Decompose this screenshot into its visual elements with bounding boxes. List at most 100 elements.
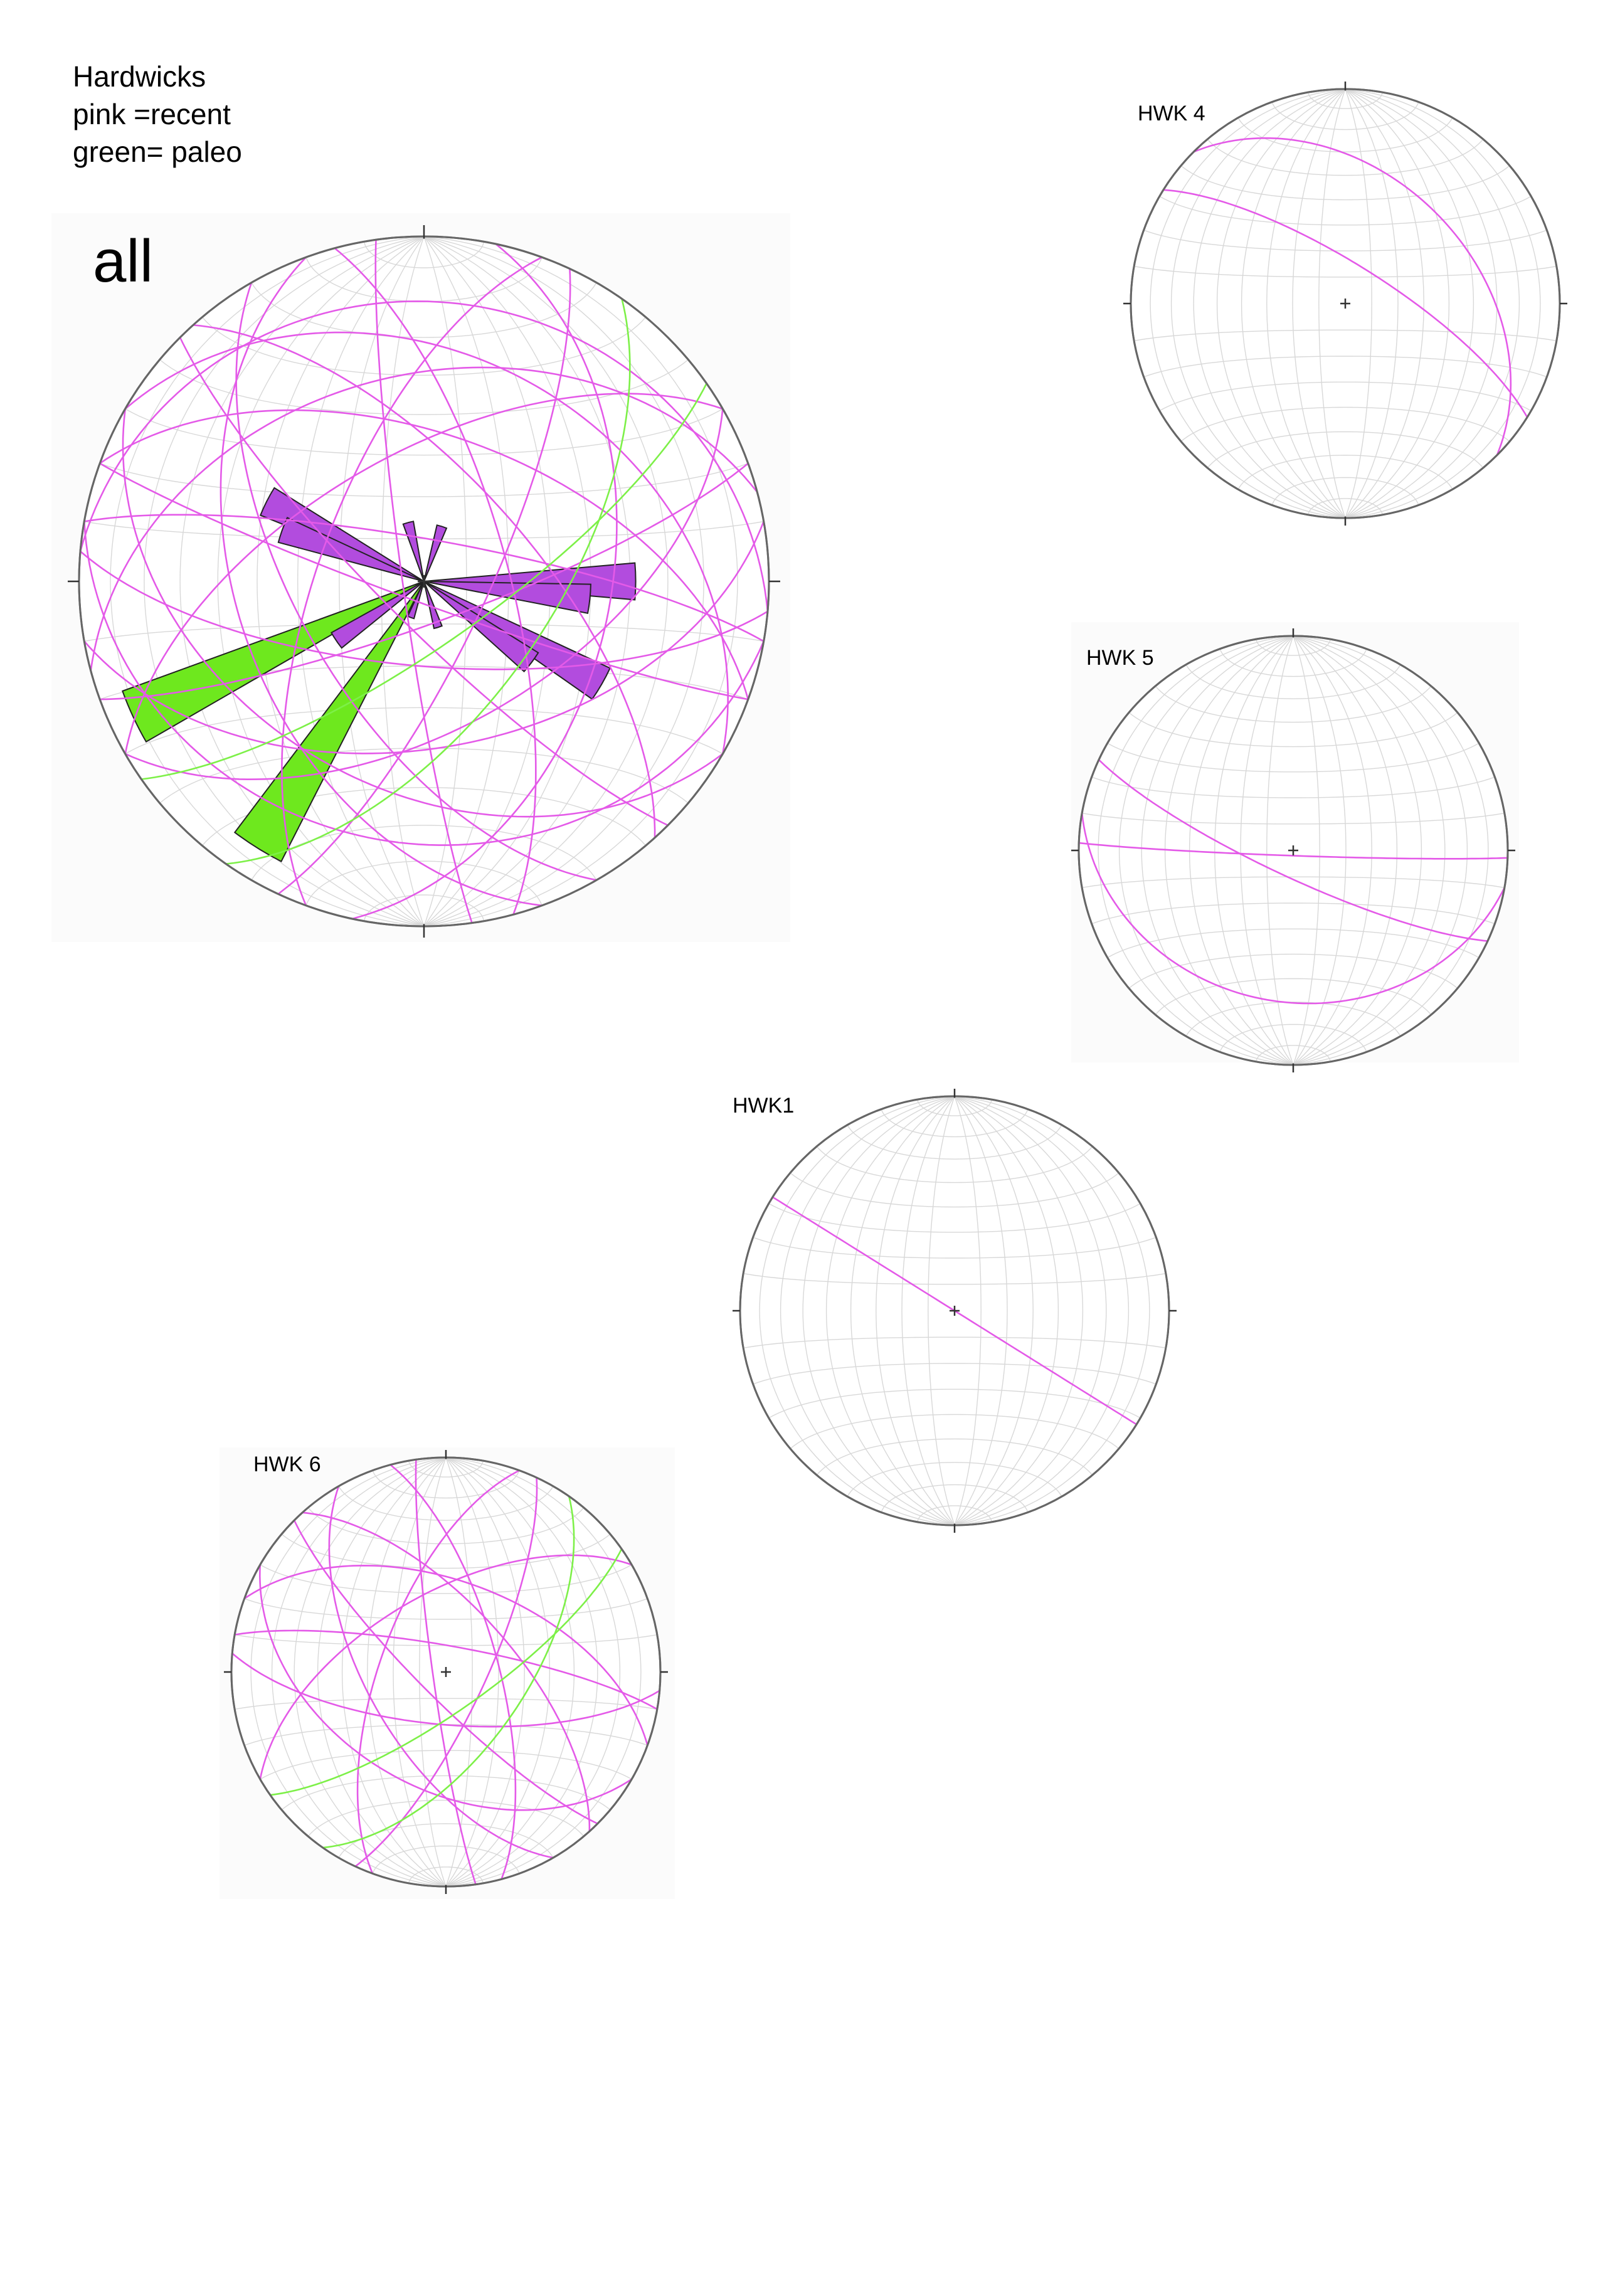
- net-grid-line: [84, 623, 764, 642]
- net-grid-line: [743, 1272, 1166, 1285]
- great-circle-recent: [231, 1653, 660, 1728]
- great-circle-recent: [389, 1464, 517, 1880]
- net-grid-line: [768, 1389, 1141, 1419]
- net-grid-line: [1307, 92, 1384, 109]
- net-grid-line: [1143, 356, 1547, 378]
- net-grid-line: [244, 1598, 648, 1620]
- net-grid-line: [768, 1203, 1141, 1233]
- net-grid-line: [1207, 139, 1484, 176]
- great-circle-recent: [124, 393, 723, 754]
- rose-petal-recent: [423, 524, 448, 582]
- net-grid-line: [753, 1237, 1157, 1259]
- great-circle-recent: [281, 257, 543, 906]
- net-label-all: all: [93, 228, 154, 295]
- net-grid-line: [1237, 455, 1453, 490]
- net-grid-line: [1107, 928, 1480, 958]
- great-circle-recent: [83, 521, 765, 846]
- net-grid-line: [1159, 196, 1532, 226]
- net-grid-line: [281, 1775, 611, 1811]
- great-circle-recent: [302, 1511, 591, 1832]
- net-grid-line: [1091, 902, 1495, 924]
- net-grid-line: [1134, 329, 1557, 342]
- net-grid-line: [1185, 664, 1401, 699]
- net-grid-line: [99, 463, 749, 497]
- great-circle-recent: [234, 1629, 658, 1710]
- rose-petal-recent: [423, 581, 539, 673]
- net-grid-line: [1128, 953, 1458, 989]
- legend-recent: pink =recent: [73, 98, 231, 130]
- rose-petal-recent: [277, 517, 425, 582]
- great-circle-recent: [79, 300, 769, 612]
- great-circle-paleo: [270, 1548, 623, 1796]
- net-label-hwk6: HWK 6: [253, 1452, 321, 1476]
- net-label-hwk4: HWK 4: [1138, 102, 1205, 125]
- great-circle-recent: [243, 1564, 649, 1746]
- great-circle-recent: [415, 1459, 477, 1885]
- net-grid-line: [305, 860, 543, 906]
- great-circle-recent: [220, 257, 543, 907]
- net-grid-line: [1307, 498, 1384, 515]
- net-label-hwk1: HWK1: [733, 1094, 795, 1118]
- net-grid-line: [251, 282, 597, 338]
- great-circle-recent: [259, 1554, 632, 1780]
- net-grid-line: [125, 408, 723, 456]
- net-grid-line: [916, 1505, 993, 1522]
- great-circle-recent: [1163, 189, 1528, 418]
- net-grid-line: [260, 1564, 632, 1594]
- great-circle-recent: [356, 1469, 520, 1874]
- net-grid-line: [816, 1438, 1093, 1476]
- net-grid-line: [790, 1414, 1120, 1449]
- net-grid-line: [1255, 639, 1331, 656]
- net-grid-line: [743, 1336, 1166, 1349]
- site-title: Hardwicks: [73, 60, 206, 93]
- net-grid-line: [1082, 812, 1505, 825]
- great-circle-recent: [179, 337, 669, 827]
- net-grid-line: [372, 1845, 520, 1874]
- net-grid-line: [408, 1866, 484, 1883]
- great-circle-recent: [193, 324, 656, 838]
- net-grid-line: [372, 1470, 520, 1499]
- net-grid-line: [753, 1363, 1157, 1385]
- net-grid-line: [916, 1099, 993, 1116]
- net-grid-line: [363, 241, 485, 268]
- net-grid-line: [1180, 406, 1510, 442]
- great-circle-recent: [84, 514, 765, 642]
- net-grid-line: [1180, 165, 1510, 201]
- great-circle-recent: [334, 247, 537, 915]
- great-circle-recent: [352, 243, 618, 920]
- net-grid-line: [1082, 876, 1505, 889]
- net-grid-line: [235, 1698, 657, 1710]
- net-grid-line: [307, 1507, 585, 1545]
- net-grid-line: [881, 1109, 1029, 1138]
- net-grid-line: [790, 1172, 1120, 1208]
- great-circle-recent: [235, 282, 597, 881]
- rose-petal-paleo: [122, 581, 425, 743]
- net-grid-line: [1107, 743, 1480, 773]
- net-contents: [743, 1096, 1166, 1525]
- net-grid-line: [1155, 685, 1432, 723]
- net-grid-line: [363, 894, 485, 921]
- net-contents: [231, 1457, 660, 1886]
- great-circle-recent: [328, 1486, 554, 1859]
- great-circle-recent: [294, 1520, 598, 1824]
- stereonet-hwk5: [1071, 628, 1515, 1072]
- great-circle-recent: [374, 240, 473, 923]
- great-circle-recent: [125, 408, 724, 781]
- net-grid-line: [260, 1750, 632, 1780]
- great-circle-recent: [100, 462, 749, 701]
- net-grid-line: [201, 317, 647, 376]
- net-grid-line: [1159, 381, 1532, 411]
- great-circle-paleo: [226, 299, 631, 865]
- great-circle-recent: [1098, 759, 1488, 942]
- net-grid-line: [847, 1124, 1062, 1160]
- legend-text: Hardwicks pink =recent green= paleo: [73, 58, 242, 171]
- great-circle-recent: [90, 366, 758, 671]
- net-grid-line: [1271, 102, 1419, 130]
- net-grid-line: [1185, 1002, 1401, 1037]
- rose-petal-recent: [423, 581, 591, 614]
- legend-paleo: green= paleo: [73, 135, 242, 168]
- stereonet-hwk6: [224, 1450, 668, 1894]
- great-circle-recent: [99, 409, 749, 700]
- net-grid-line: [338, 1486, 554, 1521]
